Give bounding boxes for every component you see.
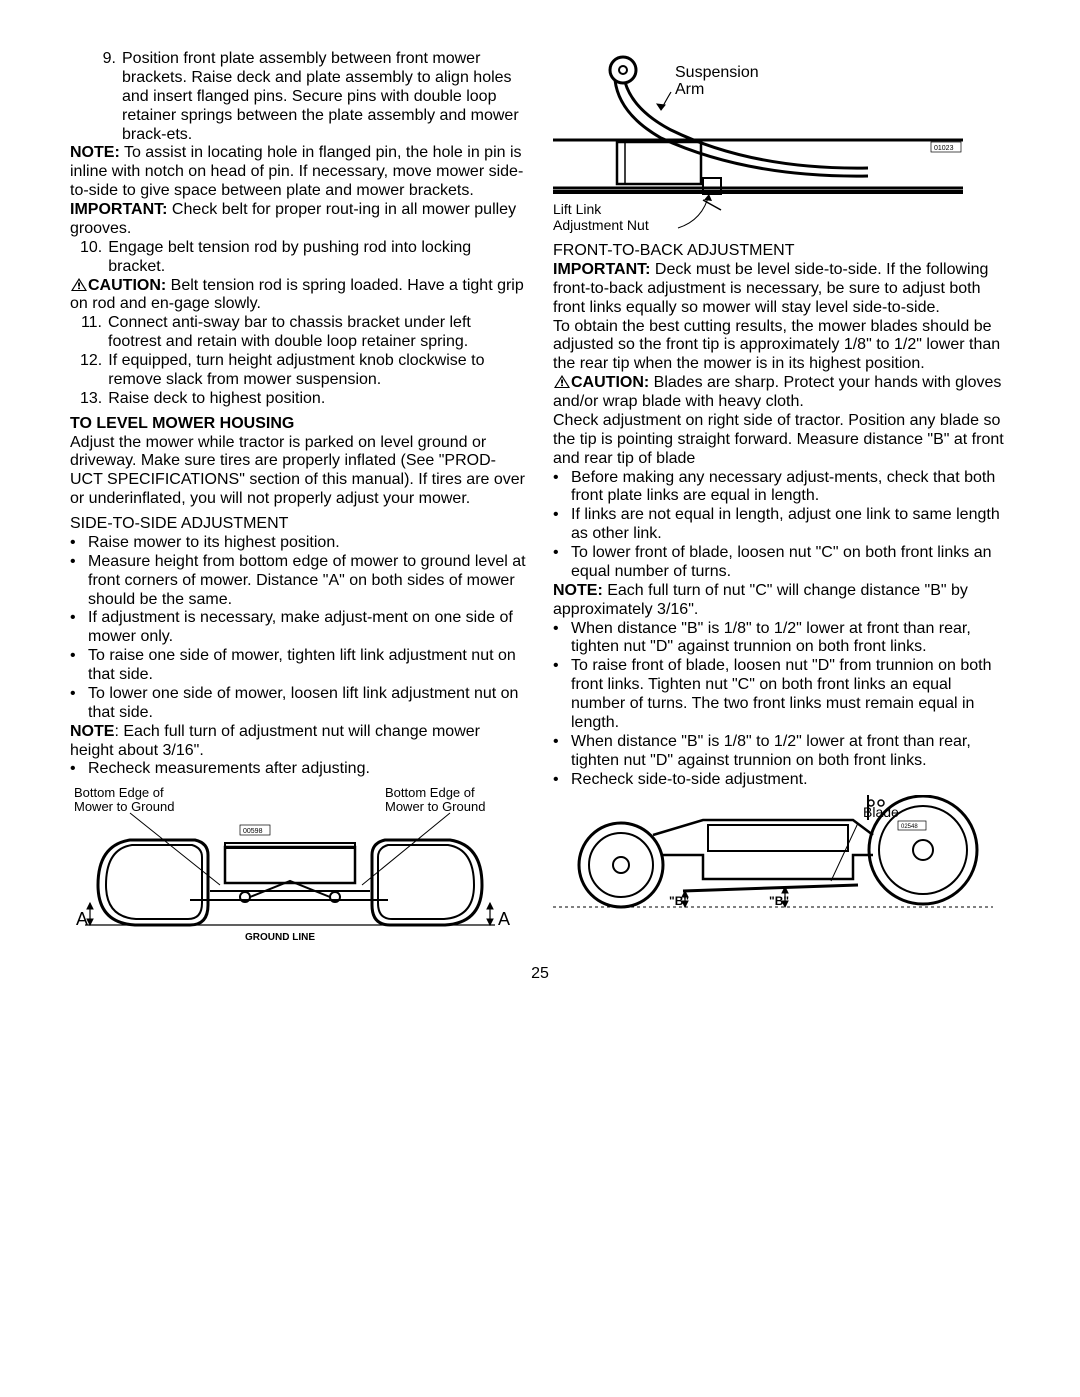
- front-bullet: •To raise front of blade, loosen nut "D"…: [553, 657, 1010, 733]
- caution-icon: [70, 277, 88, 292]
- front-bullet: •When distance "B" is 1/8" to 1/2" lower…: [553, 733, 1010, 771]
- step-text: Raise deck to highest position.: [108, 390, 527, 409]
- page-content: 9. Position front plate assembly between…: [70, 50, 1010, 945]
- important-belt: IMPORTANT: Check belt for proper rout-in…: [70, 201, 527, 239]
- recheck-bullet: •Recheck measurements after adjusting.: [70, 760, 527, 779]
- fig3-b-right: "B": [769, 894, 789, 908]
- step-text: Position front plate assembly between fr…: [122, 50, 527, 144]
- left-column: 9. Position front plate assembly between…: [70, 50, 527, 945]
- step-10: 10. Engage belt tension rod by pushing r…: [70, 239, 527, 277]
- side-bullet: •To raise one side of mower, tighten lif…: [70, 647, 527, 685]
- caution-blades: CAUTION: Blades are sharp. Protect your …: [553, 374, 1010, 412]
- step-text: Engage belt tension rod by pushing rod i…: [108, 239, 527, 277]
- side-bullet: •To lower one side of mower, loosen lift…: [70, 685, 527, 723]
- best-cut-para: To obtain the best cutting results, the …: [553, 318, 1010, 375]
- note-flanged: NOTE: To assist in locating hole in flan…: [70, 144, 527, 201]
- figure-side-to-side: A A Bottom Edge of Mower to Ground Botto…: [70, 785, 527, 945]
- note-text: Each full turn of nut "C" will change di…: [553, 582, 968, 618]
- fig1-label-left-1: Bottom Edge of: [74, 785, 164, 800]
- fig1-label-right-1: Bottom Edge of: [385, 785, 475, 800]
- side-bullet: •Measure height from bottom edge of mowe…: [70, 553, 527, 610]
- step-number: 12.: [80, 352, 108, 390]
- step-number: 11.: [80, 314, 108, 352]
- fig2-code: 01023: [934, 145, 954, 152]
- side-bullet: •Raise mower to its highest position.: [70, 534, 527, 553]
- fig3-b-left: "B": [669, 894, 689, 908]
- fig1-ground-line: GROUND LINE: [245, 932, 315, 943]
- step-text: Connect anti-sway bar to chassis bracket…: [108, 314, 527, 352]
- fig2-liftlink-1: Lift Link: [553, 201, 602, 217]
- front-bullet: •If links are not equal in length, adjus…: [553, 506, 1010, 544]
- step-13: 13. Raise deck to highest position.: [70, 390, 527, 409]
- note-c: NOTE: Each full turn of nut "C" will cha…: [553, 582, 1010, 620]
- fig1-a-right: A: [498, 909, 510, 929]
- fig3-code: 02548: [901, 824, 918, 830]
- right-column: Suspension Arm Lift Link Adjustment Nut …: [553, 50, 1010, 945]
- step-11: 11. Connect anti-sway bar to chassis bra…: [70, 314, 527, 352]
- important-label: IMPORTANT:: [553, 261, 650, 278]
- page-number: 25: [70, 965, 1010, 984]
- side-heading: SIDE-TO-SIDE ADJUSTMENT: [70, 515, 527, 534]
- fig2-liftlink-2: Adjustment Nut: [553, 217, 649, 233]
- step-text: If equipped, turn height adjustment knob…: [108, 352, 527, 390]
- important-level: IMPORTANT: Deck must be level side-to-si…: [553, 261, 1010, 318]
- note-text: To assist in locating hole in flanged pi…: [70, 144, 523, 199]
- caution-icon: [553, 374, 571, 389]
- fig1-a-left: A: [76, 909, 88, 929]
- check-para: Check adjustment on right side of tracto…: [553, 412, 1010, 469]
- figure-blade-b: "B" "B" Blade 02548: [553, 795, 1010, 915]
- level-paragraph: Adjust the mower while tractor is parked…: [70, 434, 527, 510]
- fig1-label-left-2: Mower to Ground: [74, 799, 174, 814]
- step-9: 9. Position front plate assembly between…: [70, 50, 527, 144]
- front-bullet: •To lower front of blade, loosen nut "C"…: [553, 544, 1010, 582]
- front-bullet: •Recheck side-to-side adjustment.: [553, 771, 1010, 790]
- note-text: : Each full turn of adjustment nut will …: [70, 723, 480, 759]
- caution-label: CAUTION:: [571, 374, 649, 391]
- fig1-code: 00598: [243, 828, 263, 835]
- level-heading: TO LEVEL MOWER HOUSING: [70, 415, 527, 434]
- fig3-blade-label: Blade: [863, 804, 899, 820]
- note-label: NOTE:: [553, 582, 603, 599]
- fig1-label-right-2: Mower to Ground: [385, 799, 485, 814]
- fig2-suspension-1: Suspension: [675, 64, 759, 81]
- side-bullet: •If adjustment is necessary, make adjust…: [70, 609, 527, 647]
- step-12: 12. If equipped, turn height adjustment …: [70, 352, 527, 390]
- important-label: IMPORTANT:: [70, 201, 167, 218]
- caution-label: CAUTION:: [88, 277, 166, 294]
- fig2-suspension-2: Arm: [675, 81, 704, 98]
- front-heading: FRONT-TO-BACK ADJUSTMENT: [553, 242, 1010, 261]
- note-label: NOTE:: [70, 144, 120, 161]
- step-number: 10.: [80, 239, 108, 277]
- front-bullet: •Before making any necessary adjust-ment…: [553, 469, 1010, 507]
- step-number: 9.: [90, 50, 122, 144]
- front-bullet: •When distance "B" is 1/8" to 1/2" lower…: [553, 620, 1010, 658]
- step-number: 13.: [80, 390, 108, 409]
- figure-suspension-arm: Suspension Arm Lift Link Adjustment Nut …: [553, 50, 1010, 240]
- caution-spring: CAUTION: Belt tension rod is spring load…: [70, 277, 527, 315]
- note-turn: NOTE: Each full turn of adjustment nut w…: [70, 723, 527, 761]
- note-label: NOTE: [70, 723, 114, 740]
